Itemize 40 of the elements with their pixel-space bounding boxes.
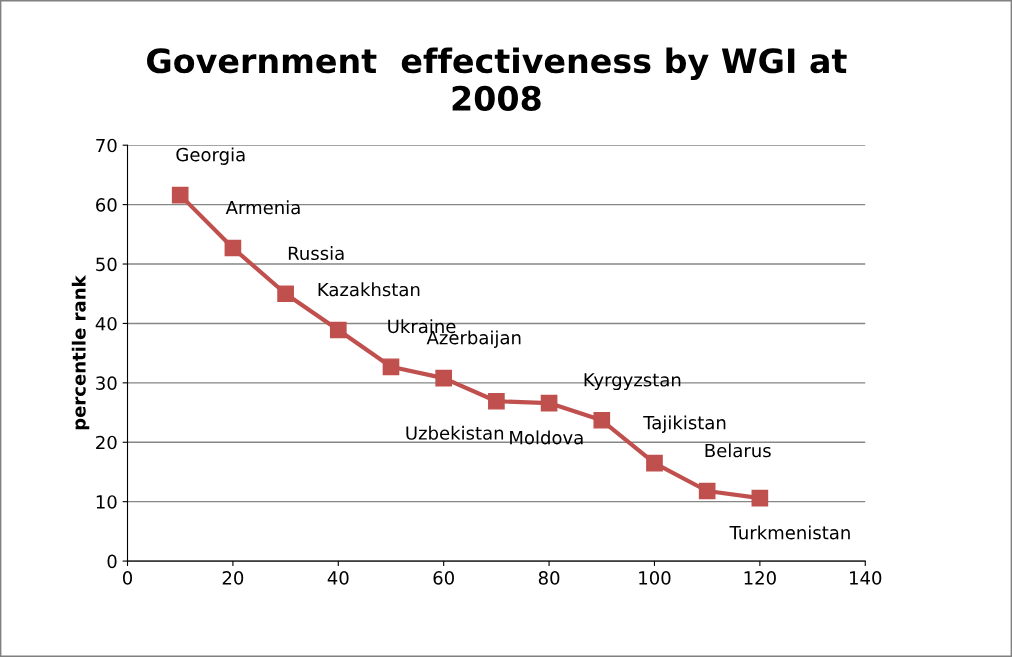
chart-title: Government effectiveness by WGI at 2008 — [147, 47, 847, 111]
point — [435, 369, 453, 387]
annotation: Turkmenistan — [729, 525, 850, 540]
annotation: Uzbekistan — [406, 425, 504, 440]
point — [751, 489, 769, 507]
x-tick-label: 0 — [122, 571, 133, 585]
annotation: Russia — [288, 246, 344, 261]
x-tick-label: 40 — [327, 571, 349, 585]
point — [224, 239, 242, 257]
y-tick-label: 10 — [96, 495, 117, 509]
x-tick-label: 60 — [433, 571, 454, 585]
annotation: Belarus — [705, 443, 771, 458]
point — [171, 186, 189, 204]
point — [540, 394, 558, 412]
x-tick-label: 20 — [222, 571, 244, 585]
annotation: Tajikistan — [643, 415, 726, 433]
x-tick-label: 100 — [639, 571, 671, 585]
annotation: Kyrgyzstan — [584, 373, 681, 391]
x-tick-label: 140 — [850, 571, 882, 585]
point — [277, 285, 294, 303]
y-tick-label: 30 — [96, 376, 117, 390]
annotation: Kazakhstan — [318, 282, 420, 297]
y-axis-title: percentile rank — [71, 275, 90, 430]
y-tick-label: 70 — [96, 138, 117, 153]
point — [488, 392, 505, 410]
y-tick-label: 60 — [96, 198, 117, 212]
point — [382, 358, 400, 376]
x-tick-label: 80 — [538, 571, 560, 585]
point — [593, 411, 611, 429]
x-tick-label: 120 — [744, 571, 776, 585]
point — [698, 482, 716, 500]
y-tick-label: 20 — [96, 435, 117, 450]
y-tick-label: 40 — [95, 316, 117, 331]
point — [329, 321, 347, 339]
annotation: Moldova — [510, 430, 583, 445]
y-tick-label: 0 — [107, 554, 117, 569]
y-tick-label: 50 — [96, 257, 117, 272]
annotation: Armenia — [225, 200, 300, 215]
point — [646, 454, 663, 472]
annotation: Georgia — [176, 147, 245, 165]
